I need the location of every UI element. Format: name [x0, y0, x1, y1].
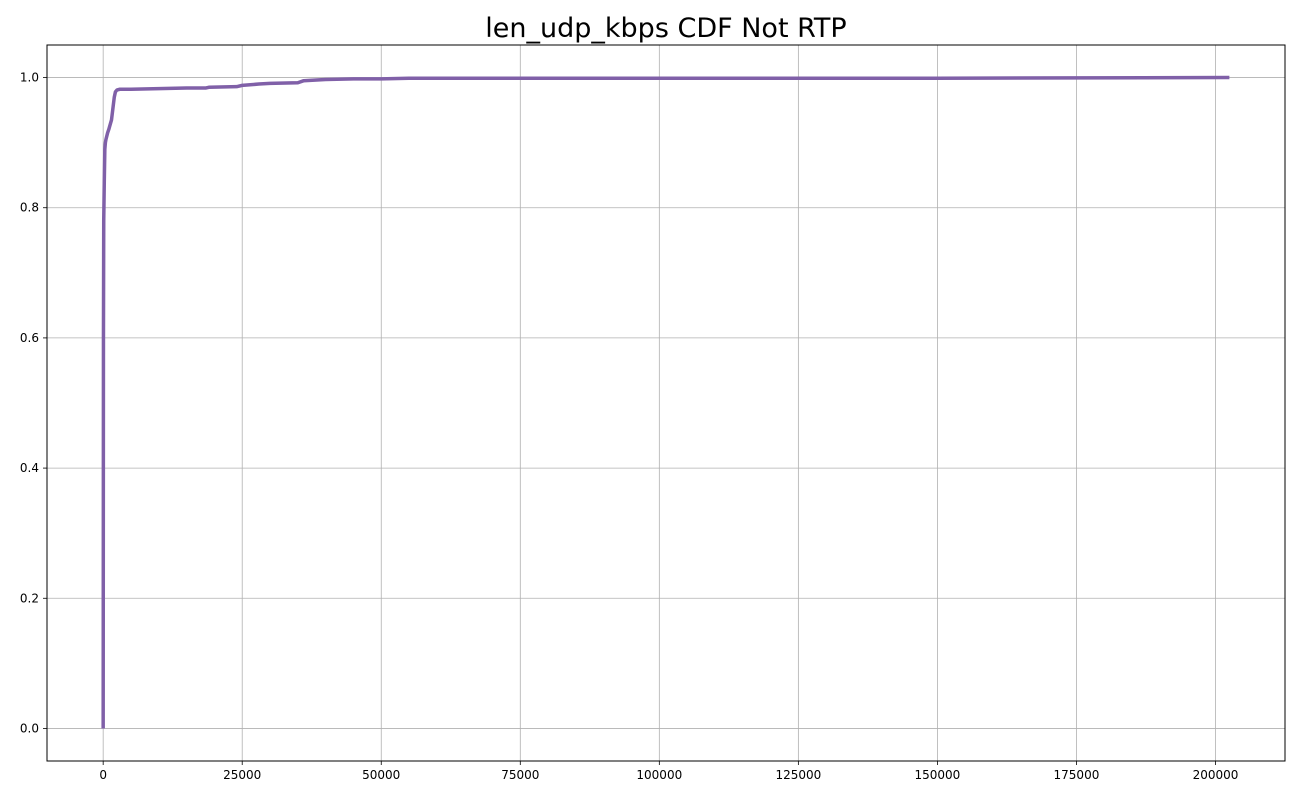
- y-tick-label: 0.8: [20, 201, 39, 215]
- y-tick-label: 0.4: [20, 461, 39, 475]
- axis-ticks: 0 25000 50000 75000 100000 125000 150000 175000…: [20, 71, 1238, 782]
- x-tick-label: 0: [99, 768, 107, 782]
- y-tick-label: 0.0: [20, 721, 39, 735]
- chart-title: len_udp_kbps CDF Not RTP: [485, 13, 846, 44]
- x-tick-label: 150000: [914, 768, 960, 782]
- x-tick-label: 50000: [362, 768, 400, 782]
- x-tick-label: 200000: [1193, 768, 1239, 782]
- cdf-series-line: [101, 75, 1230, 729]
- x-tick-label: 25000: [223, 768, 261, 782]
- y-tick-label: 1.0: [20, 71, 39, 85]
- y-tick-label: 0.2: [20, 591, 39, 605]
- series-lines: [101, 75, 1230, 729]
- x-tick-label: 100000: [636, 768, 682, 782]
- x-tick-label: 175000: [1054, 768, 1100, 782]
- x-tick-label: 125000: [775, 768, 821, 782]
- grid: [47, 45, 1285, 761]
- y-tick-label: 0.6: [20, 331, 39, 345]
- x-tick-label: 75000: [501, 768, 539, 782]
- plot-area-frame: [46, 44, 1286, 762]
